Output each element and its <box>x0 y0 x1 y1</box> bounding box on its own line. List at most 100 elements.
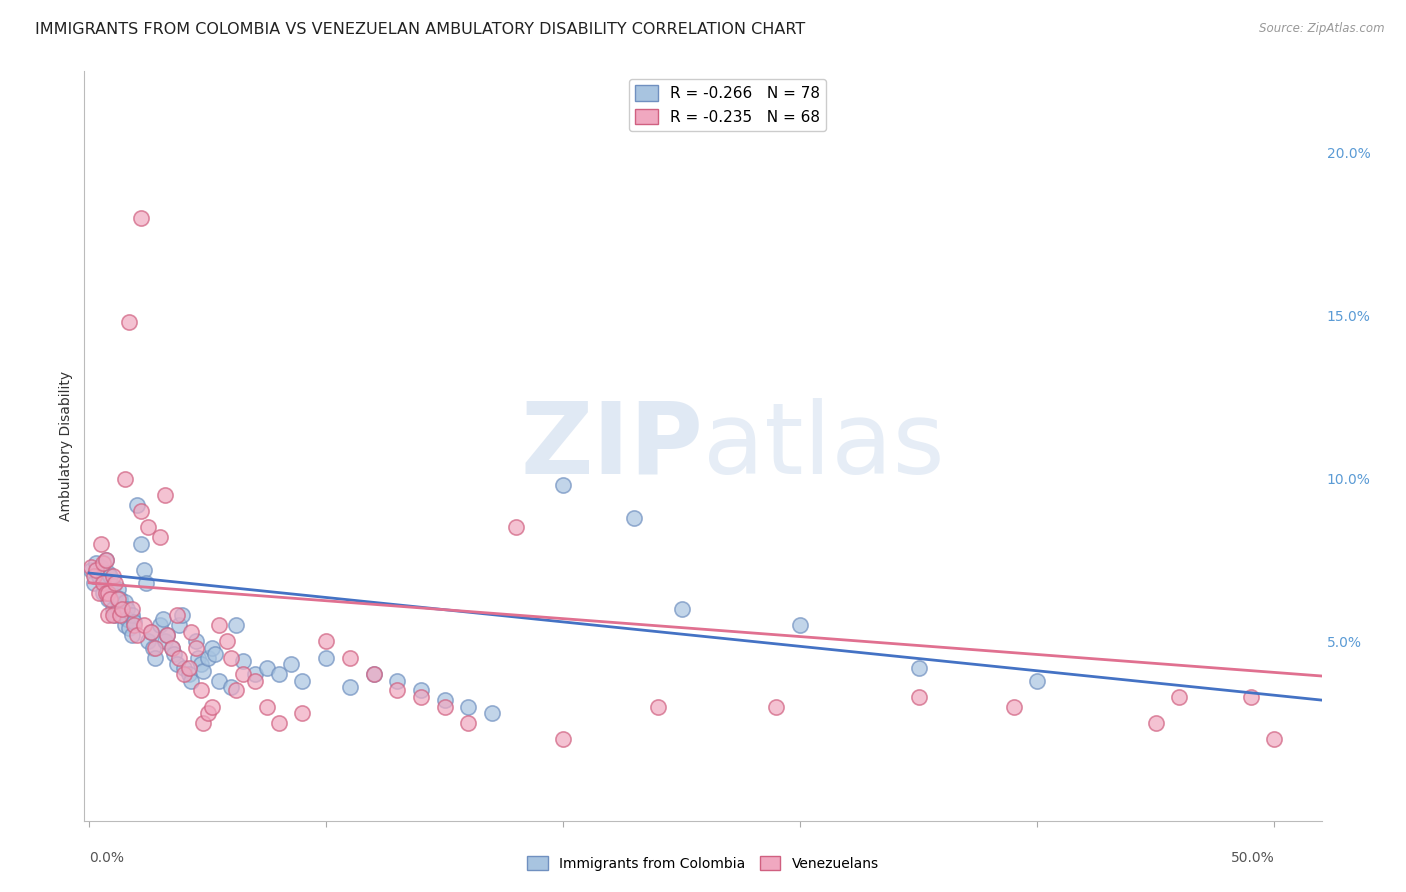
Point <box>225 618 247 632</box>
Point <box>118 622 141 636</box>
Point <box>457 715 479 730</box>
Point <box>94 585 117 599</box>
Point <box>208 618 231 632</box>
Point <box>190 683 212 698</box>
Point <box>129 504 152 518</box>
Point <box>121 602 143 616</box>
Point <box>215 634 238 648</box>
Point <box>107 602 129 616</box>
Point <box>90 537 112 551</box>
Point <box>765 699 787 714</box>
Point <box>221 680 243 694</box>
Point <box>101 569 124 583</box>
Point <box>91 585 114 599</box>
Point <box>84 556 107 570</box>
Y-axis label: Ambulatory Disability: Ambulatory Disability <box>59 371 73 521</box>
Point <box>114 595 136 609</box>
Point <box>363 667 385 681</box>
Point <box>180 673 202 688</box>
Point <box>907 690 929 704</box>
Point <box>201 640 224 655</box>
Point <box>180 624 202 639</box>
Point <box>91 575 114 590</box>
Point <box>122 618 145 632</box>
Point <box>315 634 337 648</box>
Point <box>100 569 122 583</box>
Point <box>267 667 290 681</box>
Point <box>339 650 361 665</box>
Point <box>184 634 207 648</box>
Point <box>907 660 929 674</box>
Point <box>409 683 432 698</box>
Point <box>104 608 127 623</box>
Point <box>108 608 131 623</box>
Point <box>153 634 176 648</box>
Point <box>149 618 172 632</box>
Point <box>173 667 195 681</box>
Point <box>291 706 314 720</box>
Point <box>363 667 385 681</box>
Legend: R = -0.266   N = 78, R = -0.235   N = 68: R = -0.266 N = 78, R = -0.235 N = 68 <box>628 79 827 131</box>
Point <box>97 585 120 599</box>
Point <box>97 566 120 580</box>
Point <box>145 650 167 665</box>
Point <box>138 634 160 648</box>
Point <box>139 624 162 639</box>
Point <box>291 673 314 688</box>
Point <box>142 640 165 655</box>
Point <box>80 563 103 577</box>
Point <box>145 640 167 655</box>
Point <box>789 618 811 632</box>
Point <box>191 664 214 678</box>
Point <box>152 612 174 626</box>
Text: 0.0%: 0.0% <box>89 851 124 864</box>
Point <box>115 612 138 626</box>
Point <box>1144 715 1167 730</box>
Point <box>115 602 138 616</box>
Point <box>623 510 645 524</box>
Point <box>160 640 183 655</box>
Point <box>125 498 148 512</box>
Point <box>190 657 212 672</box>
Point <box>160 640 183 655</box>
Point <box>204 648 226 662</box>
Point <box>132 618 155 632</box>
Point <box>121 608 143 623</box>
Point <box>387 673 409 688</box>
Point <box>97 592 120 607</box>
Text: 50.0%: 50.0% <box>1230 851 1274 864</box>
Point <box>114 472 136 486</box>
Point <box>280 657 302 672</box>
Point <box>83 569 105 583</box>
Point <box>433 693 456 707</box>
Point <box>80 559 103 574</box>
Point <box>167 618 190 632</box>
Point <box>87 569 110 583</box>
Point <box>129 211 152 225</box>
Point <box>256 660 278 674</box>
Point <box>505 520 527 534</box>
Point <box>166 657 188 672</box>
Point <box>94 575 117 590</box>
Point <box>481 706 503 720</box>
Point <box>125 628 148 642</box>
Point <box>225 683 247 698</box>
Point <box>149 530 172 544</box>
Point <box>201 699 224 714</box>
Point <box>87 585 110 599</box>
Point <box>553 732 575 747</box>
Point <box>101 602 124 616</box>
Point <box>166 608 188 623</box>
Point <box>91 573 114 587</box>
Legend: Immigrants from Colombia, Venezuelans: Immigrants from Colombia, Venezuelans <box>522 850 884 876</box>
Text: ZIP: ZIP <box>520 398 703 494</box>
Point <box>156 628 179 642</box>
Text: IMMIGRANTS FROM COLOMBIA VS VENEZUELAN AMBULATORY DISABILITY CORRELATION CHART: IMMIGRANTS FROM COLOMBIA VS VENEZUELAN A… <box>35 22 806 37</box>
Point <box>94 553 117 567</box>
Point <box>315 650 337 665</box>
Text: atlas: atlas <box>703 398 945 494</box>
Point <box>267 715 290 730</box>
Point <box>457 699 479 714</box>
Point <box>647 699 669 714</box>
Point <box>184 640 207 655</box>
